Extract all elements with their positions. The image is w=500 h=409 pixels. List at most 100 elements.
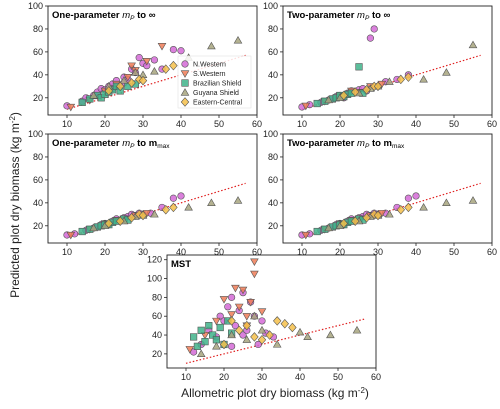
data-point-n-western <box>370 25 378 33</box>
data-point-n-western <box>177 47 185 55</box>
data-point-guyana-shield <box>419 203 428 211</box>
plot-frame <box>282 5 493 116</box>
data-point-s-western <box>257 308 267 316</box>
x-tick-label: 50 <box>449 247 459 257</box>
data-point-guyana-shield <box>150 209 159 218</box>
panel-two-parameter-mmax: 10 20 30 40 50 60 20 40 60 80 100 Two-parameter mP … <box>263 129 497 257</box>
data-point-guyana-shield <box>385 77 394 85</box>
data-point-s-western <box>127 62 136 71</box>
data-point-s-western <box>246 298 255 307</box>
data-point-brazilian-shield <box>86 95 94 103</box>
x-tick-label: 40 <box>411 119 421 129</box>
panel-title: Two-parameter mP to mmax <box>287 138 405 150</box>
x-tick-label: 30 <box>138 119 148 129</box>
data-point-eastern-central <box>219 339 229 350</box>
data-point-guyana-shield <box>89 223 98 232</box>
plot-frame <box>166 254 377 369</box>
data-point-eastern-central <box>404 202 413 213</box>
data-point-n-western <box>177 192 185 200</box>
data-point-eastern-central <box>339 90 349 101</box>
x-tick-label: 50 <box>214 119 224 129</box>
y-tick-label: 60 <box>268 47 278 57</box>
data-point-brazilian-shield <box>355 63 363 71</box>
data-point-guyana-shield <box>89 91 98 99</box>
x-tick-label: 60 <box>252 247 262 257</box>
data-point-eastern-central <box>250 332 259 342</box>
y-tick-label: 80 <box>33 152 43 162</box>
data-point-eastern-central <box>396 74 406 85</box>
data-point-eastern-central <box>169 60 178 71</box>
x-tick-label: 20 <box>219 372 229 382</box>
x-tick-label: 10 <box>62 247 72 257</box>
panel-title: One-parameter mP to mmax <box>52 138 170 150</box>
data-point-eastern-central <box>161 204 171 215</box>
data-point-eastern-central <box>104 218 114 229</box>
data-point-s-western <box>185 346 195 354</box>
y-tick-label: 120 <box>147 255 162 265</box>
data-point-n-western <box>412 192 420 200</box>
data-point-eastern-central <box>115 81 125 92</box>
x-tick-label: 20 <box>335 247 345 257</box>
data-point-guyana-shield <box>295 327 305 336</box>
data-point-eastern-central <box>350 87 360 97</box>
data-point-eastern-central <box>339 218 349 229</box>
data-point-eastern-central <box>350 216 360 226</box>
data-point-legend-guyana-shield <box>180 88 190 96</box>
panel-mst: 10 20 30 40 50 60 20 40 60 80 100 120 MST <box>147 254 381 382</box>
x-tick-label: 20 <box>100 119 110 129</box>
data-point-s-western <box>250 270 259 279</box>
data-point-legend-brazilian-shield <box>181 79 189 87</box>
y-tick-label: 40 <box>152 330 162 340</box>
data-point-n-western <box>404 194 413 202</box>
y-tick-label: 20 <box>152 349 162 359</box>
data-point-n-western <box>228 293 236 301</box>
data-point-brazilian-shield <box>201 338 209 346</box>
data-point-n-western <box>258 317 266 325</box>
data-point-s-western <box>301 102 311 111</box>
y-tick-label: 100 <box>147 274 162 284</box>
data-point-eastern-central <box>265 330 274 340</box>
y-tick-label: 40 <box>33 198 43 208</box>
data-point-guyana-shield <box>468 40 478 49</box>
legend-box <box>177 55 252 109</box>
data-point-s-western <box>212 317 221 326</box>
identity-line <box>301 182 481 238</box>
data-point-eastern-central <box>272 316 282 326</box>
y-tick-label: 80 <box>268 24 278 34</box>
data-point-guyana-shield <box>326 330 335 339</box>
data-point-eastern-central <box>257 334 267 345</box>
data-point-eastern-central <box>404 72 413 82</box>
data-point-n-western <box>169 45 177 54</box>
data-point-eastern-central <box>127 213 136 223</box>
data-point-n-western <box>366 34 375 42</box>
y-tick-label: 40 <box>33 70 43 80</box>
data-point-guyana-shield <box>233 196 243 204</box>
data-point-eastern-central <box>169 202 178 213</box>
data-point-eastern-central <box>373 210 383 221</box>
data-point-n-western <box>254 340 262 349</box>
data-point-guyana-shield <box>233 36 243 44</box>
data-point-guyana-shield <box>227 330 236 339</box>
data-point-s-western <box>231 284 240 293</box>
data-point-eastern-central <box>280 318 290 329</box>
panel-title: One-parameter mP to ∞ <box>52 10 156 22</box>
legend: N.Western S.Western Brazilian Shield Guyana… <box>177 55 252 109</box>
y-tick-label: 80 <box>152 292 162 302</box>
data-point-n-western <box>224 303 232 311</box>
data-point-brazilian-shield <box>78 227 86 236</box>
x-tick-label: 40 <box>411 247 421 257</box>
y-tick-label: 80 <box>268 152 278 162</box>
x-tick-label: 50 <box>333 372 343 382</box>
data-point-eastern-central <box>138 210 148 221</box>
data-point-guyana-shield <box>468 196 478 204</box>
plot-frame <box>282 133 493 244</box>
y-tick-label: 100 <box>28 1 43 11</box>
x-tick-label: 10 <box>181 372 191 382</box>
data-point-eastern-central <box>396 204 406 215</box>
data-point-legend-s-western <box>180 70 190 78</box>
y-tick-label: 100 <box>263 1 278 11</box>
data-point-eastern-central <box>242 320 252 331</box>
data-point-guyana-shield <box>207 41 216 50</box>
x-tick-label: 20 <box>100 247 110 257</box>
